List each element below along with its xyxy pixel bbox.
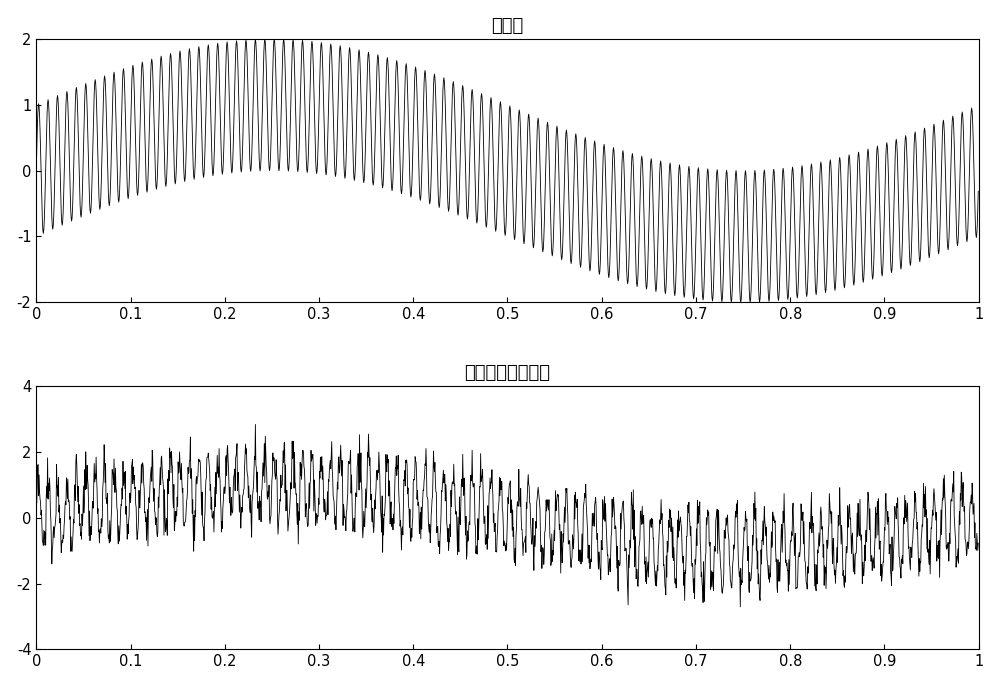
Title: 加高斯白噪权信号: 加高斯白噪权信号: [464, 364, 550, 382]
Title: 原信号: 原信号: [491, 16, 524, 35]
